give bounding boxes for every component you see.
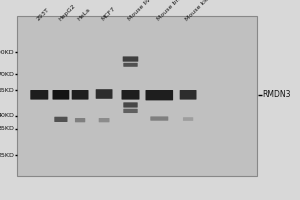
Text: HepG2: HepG2 — [57, 3, 76, 22]
Text: 35KD: 35KD — [0, 126, 14, 131]
Text: 55KD: 55KD — [0, 88, 14, 93]
Text: HeLa: HeLa — [76, 7, 92, 22]
Text: Mouse liver: Mouse liver — [127, 0, 156, 22]
Text: Mouse brain: Mouse brain — [156, 0, 187, 22]
Text: 70KD: 70KD — [0, 72, 14, 77]
Text: Mouse kidney: Mouse kidney — [184, 0, 219, 22]
Text: RMDN3: RMDN3 — [262, 90, 291, 99]
Text: 100KD: 100KD — [0, 49, 14, 54]
Text: 293T: 293T — [36, 7, 50, 22]
Text: 40KD: 40KD — [0, 113, 14, 118]
Text: 25KD: 25KD — [0, 153, 14, 158]
Text: MCF7: MCF7 — [100, 6, 116, 22]
